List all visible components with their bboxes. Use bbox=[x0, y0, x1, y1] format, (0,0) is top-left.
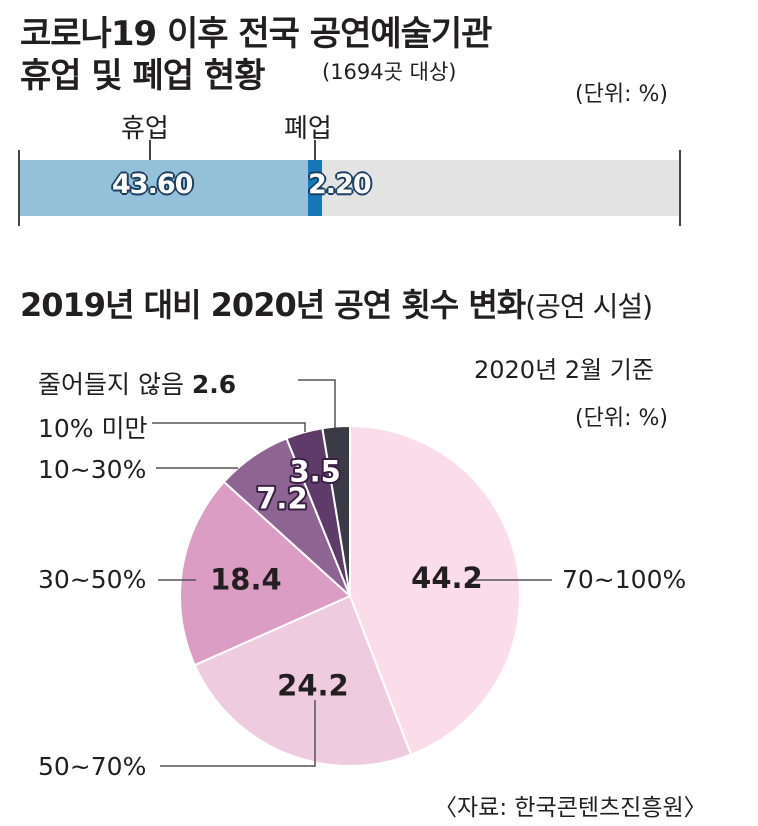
pie-value-10-30: 7.2 bbox=[256, 481, 307, 515]
source-note: 〈자료: 한국콘텐츠진흥원〉 bbox=[434, 795, 707, 821]
pie-slice-50-70 bbox=[193, 594, 413, 767]
slice-value-none: 2.6 bbox=[191, 370, 237, 399]
pie-title-suffix: (공연 시설) bbox=[525, 290, 653, 323]
basis-date: 2020년 2월 기준 bbox=[474, 356, 654, 384]
sample-note: (1694곳 대상) bbox=[322, 60, 457, 84]
bar-segment-temporary bbox=[18, 160, 308, 216]
leader-line-lt10 bbox=[152, 422, 306, 432]
pie-value-50-70: 24.2 bbox=[277, 669, 349, 703]
pie-value-70-100: 44.2 bbox=[411, 561, 483, 595]
bar-value-temp: 43.60 bbox=[112, 169, 193, 200]
pie-title-main: 2019년 대비 2020년 공연 횟수 변화 bbox=[20, 286, 526, 324]
pie-value-30-50: 18.4 bbox=[210, 562, 282, 596]
bar-tick-temp bbox=[149, 140, 151, 166]
slice-label-lt10: 10% 미만 bbox=[38, 414, 148, 443]
leader-line-50-70 bbox=[160, 700, 316, 767]
slice-label-10-30: 10~30% bbox=[38, 455, 147, 484]
chart-title-line2: 휴업 및 폐업 현황 bbox=[20, 56, 265, 96]
bar-category-label-temp: 휴업 bbox=[121, 114, 169, 144]
slice-label-30-50: 30~50% bbox=[38, 565, 147, 594]
bar-left-edge bbox=[18, 150, 20, 226]
bar-unit-label: (단위: %) bbox=[575, 82, 668, 107]
slice-label-50-70: 50~70% bbox=[38, 752, 147, 781]
bar-right-edge bbox=[679, 150, 681, 226]
pie-slice-70-100 bbox=[349, 424, 521, 756]
slice-label-none-text: 줄어들지 않음 bbox=[38, 370, 184, 399]
bar-value-perm: 2.20 bbox=[308, 169, 372, 200]
pie-title: 2019년 대비 2020년 공연 횟수 변화(공연 시설) bbox=[20, 280, 653, 326]
pie-slice-30-50 bbox=[179, 480, 352, 667]
bar-category-label-perm: 폐업 bbox=[284, 114, 332, 144]
bar-segment-permanent bbox=[308, 160, 322, 216]
bar-tick-perm bbox=[314, 140, 316, 166]
pie-slice-none bbox=[321, 424, 351, 597]
pie-unit-label: (단위: %) bbox=[575, 406, 668, 431]
leader-line-none bbox=[298, 379, 336, 428]
chart-title-line1: 코로나19 이후 전국 공연예술기관 bbox=[20, 14, 492, 54]
slice-label-70-100: 70~100% bbox=[562, 565, 687, 594]
slice-label-none: 줄어들지 않음 2.6 bbox=[38, 365, 236, 401]
pie-value-lt10: 3.5 bbox=[289, 455, 340, 489]
